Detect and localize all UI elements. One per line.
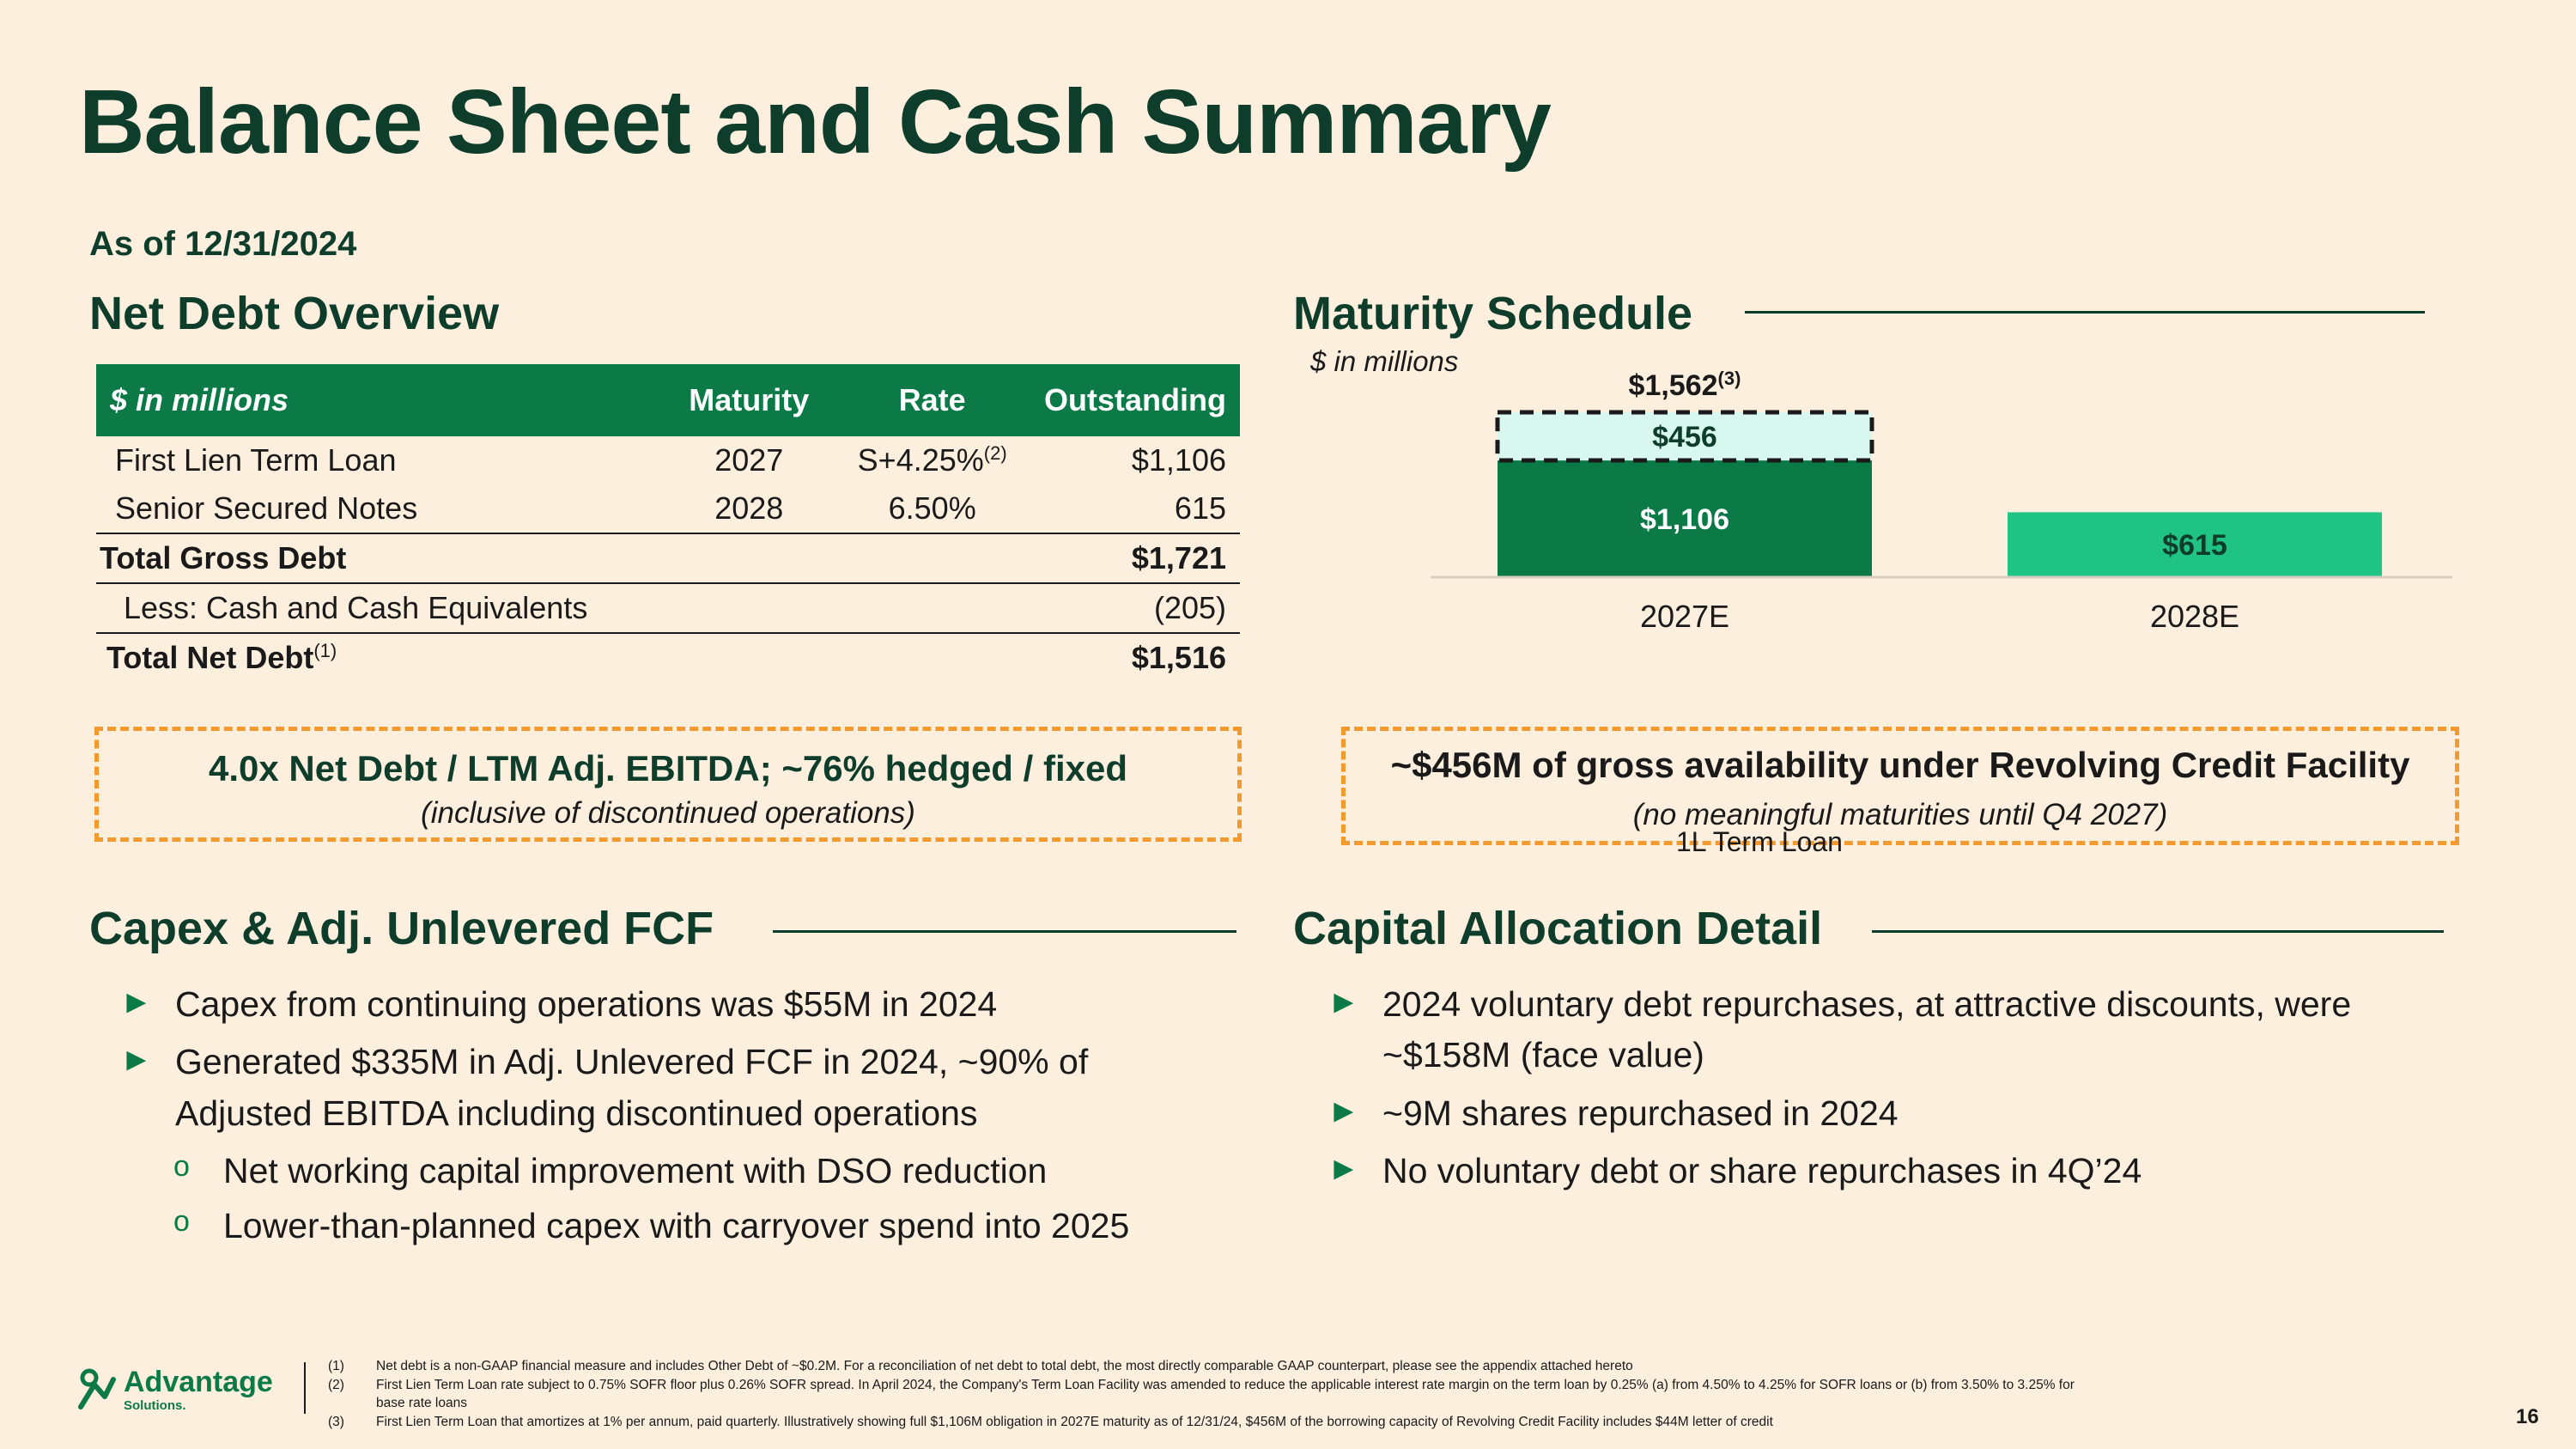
leverage-callout: 4.0x Net Debt / LTM Adj. EBITDA; ~76% he… xyxy=(94,727,1242,842)
row-maturity: 2027 xyxy=(714,442,784,478)
table-row: Senior Secured Notes 2028 6.50% 615 xyxy=(96,484,1240,533)
capital-bullets: ► 2024 voluntary debt repurchases, at att… xyxy=(1327,979,2444,1204)
x-tick-label: 2027E xyxy=(1640,599,1729,634)
bullet-arrow-icon: ► xyxy=(1327,984,1360,1020)
heading-rule xyxy=(1745,311,2425,314)
row-outstanding: $1,721 xyxy=(1030,533,1240,583)
bullet-item: ► Capex from continuing operations was $5… xyxy=(120,979,1202,1030)
x-tick-label: 2028E xyxy=(2150,599,2239,634)
advantage-logo-icon xyxy=(78,1368,116,1409)
capex-bullets: ► Capex from continuing operations was $5… xyxy=(120,979,1202,1255)
capital-heading: Capital Allocation Detail xyxy=(1293,903,1823,954)
row-outstanding: $1,516 xyxy=(1030,632,1240,682)
bar-2027E-s0 xyxy=(1498,460,1872,577)
row-name: Total Gross Debt xyxy=(96,533,665,583)
bullet-arrow-icon: ► xyxy=(120,1042,153,1079)
bullet-arrow-icon: ► xyxy=(1327,1151,1360,1188)
row-name-text: Total Net Debt xyxy=(106,640,314,675)
heading-rule xyxy=(773,930,1236,933)
sub-bullet-item: o Lower-than-planned capex with carryover… xyxy=(120,1201,1202,1251)
page-number: 16 xyxy=(2516,1405,2539,1428)
leverage-callout-sub: (inclusive of discontinued operations) xyxy=(421,796,915,830)
row-name: First Lien Term Loan xyxy=(115,442,397,478)
col-units: $ in millions xyxy=(96,364,665,436)
maturity-chart: $1,106 $456 $615 $1,562(3) 2027E 2028E xyxy=(1431,368,2452,634)
chart-ticks: 2027E 2028E xyxy=(1640,599,2239,634)
chart-units: $ in millions xyxy=(1310,345,1459,377)
page-title: Balance Sheet and Cash Summary xyxy=(79,71,1552,173)
net-debt-table: $ in millions Maturity Rate Outstanding … xyxy=(96,364,1240,682)
bullet-item: ► 2024 voluntary debt repurchases, at att… xyxy=(1327,979,2444,1081)
revolver-callout: ~$456M of gross availability under Revol… xyxy=(1341,727,2459,845)
footer-divider xyxy=(304,1362,306,1414)
revolver-callout-sub: (no meaningful maturities until Q4 2027) xyxy=(1632,798,2168,831)
bar-label: $456 xyxy=(1652,421,1717,454)
bar-2027E-s1 xyxy=(1495,410,1874,463)
row-rate: 6.50% xyxy=(888,490,976,526)
footnote: (1) Net debt is a non-GAAP financial meas… xyxy=(328,1359,1633,1373)
leverage-callout-main: 4.0x Net Debt / LTM Adj. EBITDA; ~76% he… xyxy=(209,748,1127,788)
total-footnote-ref: (3) xyxy=(1718,368,1741,389)
maturity-heading: Maturity Schedule xyxy=(1293,288,1693,339)
col-rate: Rate xyxy=(834,364,1031,436)
table-row: Total Net Debt(1) $1,516 xyxy=(96,632,1240,682)
footnote: (3) First Lien Term Loan that amortizes a… xyxy=(328,1415,1773,1430)
capex-heading: Capex & Adj. Unlevered FCF xyxy=(89,903,714,954)
legend-label: 1L Term Loan xyxy=(1676,826,1843,857)
table-row: First Lien Term Loan 2027 S+4.25%(2) $1,… xyxy=(96,436,1240,484)
company-logo: Advantage Solutions. xyxy=(76,1366,299,1417)
as-of-date: As of 12/31/2024 xyxy=(89,225,357,263)
col-outstanding: Outstanding xyxy=(1030,364,1240,436)
heading-rule xyxy=(1872,930,2444,933)
bullet-item: ► No voluntary debt or share repurchases … xyxy=(1327,1146,2444,1196)
logo-sub: Solutions. xyxy=(124,1398,186,1413)
circle-bullet-icon: o xyxy=(173,1150,190,1184)
revolver-callout-main: ~$456M of gross availability under Revol… xyxy=(1390,745,2410,785)
footnote: (2) First Lien Term Loan rate subject to … xyxy=(328,1377,2075,1411)
bar-label: $1,106 xyxy=(1640,503,1729,536)
col-maturity: Maturity xyxy=(664,364,835,436)
bar-label: $615 xyxy=(2162,529,2227,562)
bullet-arrow-icon: ► xyxy=(1327,1093,1360,1129)
row-outstanding: 615 xyxy=(1174,490,1226,526)
bullet-item: ► ~9M shares repurchased in 2024 xyxy=(1327,1088,2444,1139)
footnote-ref: (2) xyxy=(983,442,1007,464)
table-header-row: $ in millions Maturity Rate Outstanding xyxy=(96,364,1240,436)
sub-bullet-item: o Net working capital improvement with DS… xyxy=(120,1146,1202,1196)
row-outstanding: (205) xyxy=(1030,582,1240,633)
total-label: $1,562(3) xyxy=(1629,368,1741,402)
chart-bars: $1,106 $456 $615 xyxy=(1495,410,2382,577)
circle-bullet-icon: o xyxy=(173,1204,190,1238)
row-name: Less: Cash and Cash Equivalents xyxy=(96,582,665,633)
row-rate: S+4.25%(2) xyxy=(834,436,1030,484)
row-maturity: 2028 xyxy=(714,490,784,526)
footnotes: (1) Net debt is a non-GAAP financial meas… xyxy=(328,1357,2097,1432)
logo-name: Advantage xyxy=(124,1366,273,1398)
bullet-arrow-icon: ► xyxy=(120,984,153,1020)
rate-value: S+4.25% xyxy=(857,442,984,478)
row-name: Total Net Debt(1) xyxy=(96,632,665,682)
net-debt-heading: Net Debt Overview xyxy=(89,288,500,339)
footnote-ref: (1) xyxy=(313,640,337,661)
bullet-item: ► Generated $335M in Adj. Unlevered FCF i… xyxy=(120,1037,1188,1139)
bar-2028E-s0 xyxy=(2008,512,2382,577)
row-name: Senior Secured Notes xyxy=(115,490,418,526)
total-value: $1,562 xyxy=(1629,369,1718,402)
row-outstanding: $1,106 xyxy=(1131,442,1226,478)
table-row: Total Gross Debt $1,721 xyxy=(96,533,1240,583)
table-row: Less: Cash and Cash Equivalents (205) xyxy=(96,582,1240,633)
